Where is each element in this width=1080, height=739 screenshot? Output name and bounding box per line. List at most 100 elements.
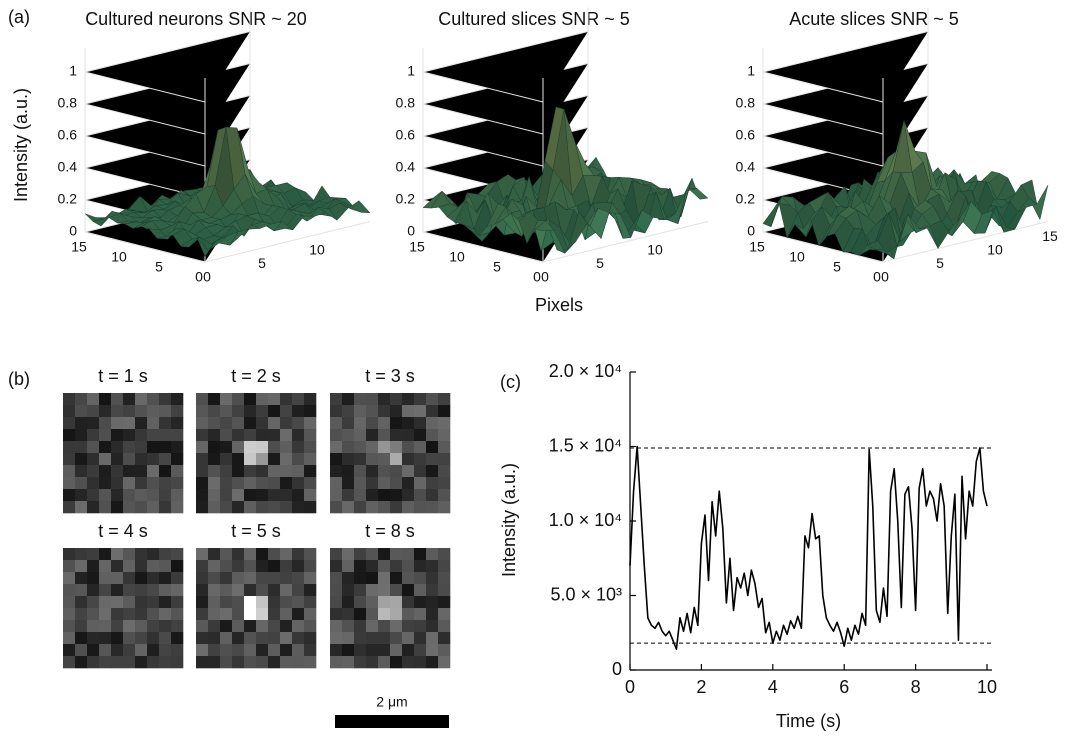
pixel: [292, 429, 305, 442]
image-tile: [330, 548, 451, 669]
pixel: [330, 656, 343, 669]
pixel: [123, 453, 136, 466]
pixel: [147, 620, 160, 633]
pixel: [232, 489, 245, 502]
pixel: [220, 441, 233, 454]
pixel: [330, 441, 343, 454]
pixel: [280, 453, 293, 466]
pixel: [171, 393, 184, 406]
pixel: [220, 560, 233, 573]
pixel: [135, 393, 148, 406]
pixel: [414, 453, 427, 466]
pixel: [342, 548, 355, 561]
pixel: [159, 596, 172, 609]
pixel: [135, 429, 148, 442]
pixel: [171, 596, 184, 609]
pixel: [330, 417, 343, 430]
pixel: [159, 393, 172, 406]
pixel: [292, 489, 305, 502]
pixel: [232, 465, 245, 478]
pixel: [63, 548, 76, 561]
pixel: [99, 477, 112, 490]
pixel: [342, 453, 355, 466]
pixel: [342, 393, 355, 406]
pixel: [244, 453, 257, 466]
pixel: [366, 608, 379, 621]
pixel: [75, 632, 88, 645]
pixel: [159, 453, 172, 466]
pixel: [159, 429, 172, 442]
pixel: [75, 560, 88, 573]
frame-label: t = 8 s: [365, 521, 415, 541]
pixel: [342, 560, 355, 573]
pixel: [354, 620, 367, 633]
y-tick-label: 1.0 × 10⁴: [549, 510, 622, 530]
pixel: [196, 417, 209, 430]
pixel: [159, 584, 172, 597]
x-axis-label: Pixels: [535, 295, 583, 315]
pixel: [354, 584, 367, 597]
pixel: [196, 608, 209, 621]
pixel: [402, 477, 415, 490]
pixel: [438, 477, 451, 490]
pixel: [256, 584, 269, 597]
pixel: [330, 596, 343, 609]
pixel: [147, 489, 160, 502]
z-tick-label: 0.6: [396, 127, 416, 143]
z-tick-label: 0.2: [736, 191, 756, 207]
pixel: [171, 656, 184, 669]
pixel: [426, 393, 439, 406]
pixel: [414, 608, 427, 621]
z-tick-label: 0.4: [58, 159, 78, 175]
pixel: [304, 608, 317, 621]
pixel: [426, 644, 439, 657]
pixel: [366, 620, 379, 633]
pixel: [330, 644, 343, 657]
pixel: [390, 560, 403, 573]
pixel: [402, 656, 415, 669]
pixel: [147, 417, 160, 430]
pixel: [123, 644, 136, 657]
pixel: [208, 548, 221, 561]
pixel: [354, 441, 367, 454]
pixel: [147, 656, 160, 669]
pixel: [159, 417, 172, 430]
pixel: [196, 632, 209, 645]
pixel: [111, 596, 124, 609]
pixel: [208, 477, 221, 490]
pixel: [366, 441, 379, 454]
pixel: [256, 608, 269, 621]
pixel: [426, 477, 439, 490]
pixel: [220, 489, 233, 502]
pixel: [135, 584, 148, 597]
pixel: [135, 560, 148, 573]
pixel: [330, 620, 343, 633]
pixel: [87, 405, 100, 418]
pixel: [196, 584, 209, 597]
pixel: [438, 596, 451, 609]
pixel: [414, 489, 427, 502]
y-tick-label: 0: [533, 269, 541, 285]
pixel: [414, 441, 427, 454]
axis: [542, 221, 709, 263]
pixel: [232, 656, 245, 669]
pixel: [196, 656, 209, 669]
pixel: [268, 465, 281, 478]
pixel: [414, 548, 427, 561]
x-tick-label: 10: [309, 242, 325, 258]
pixel: [366, 596, 379, 609]
pixel: [99, 620, 112, 633]
pixel: [75, 548, 88, 561]
pixel: [292, 417, 305, 430]
pixel: [208, 596, 221, 609]
pixel: [268, 453, 281, 466]
pixel: [342, 417, 355, 430]
pixel: [232, 393, 245, 406]
pixel: [402, 620, 415, 633]
pixel: [111, 608, 124, 621]
pixel: [75, 489, 88, 502]
pixel: [99, 656, 112, 669]
pixel: [426, 620, 439, 633]
pixel: [426, 572, 439, 585]
pixel: [159, 620, 172, 633]
